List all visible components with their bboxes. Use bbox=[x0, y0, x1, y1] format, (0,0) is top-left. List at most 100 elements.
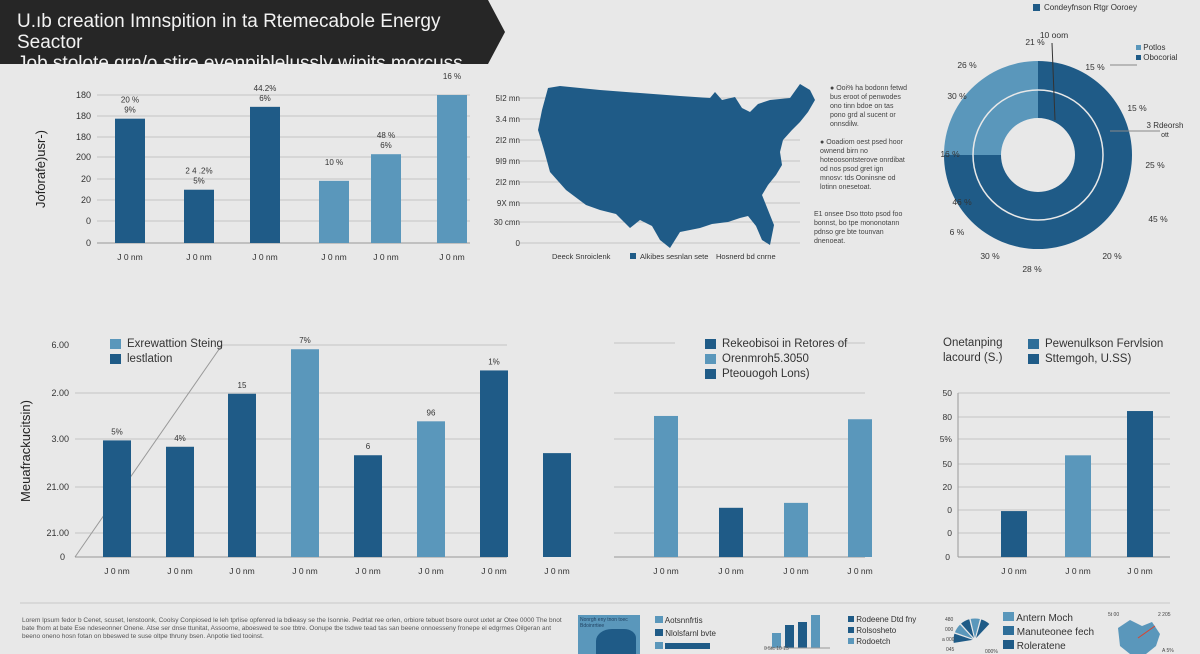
y-tick-label: 21.00 bbox=[46, 528, 69, 538]
footer-legend-c: Antern Moch Manuteonee fech Roleratene bbox=[1003, 612, 1094, 654]
mini-bar-axis: 0 5tc 10 15 bbox=[764, 646, 789, 652]
y-tick-label: 9I9 mn bbox=[496, 157, 520, 166]
y-tick-label: 180 bbox=[76, 132, 91, 142]
x-tick-label: J 0 nm bbox=[544, 566, 570, 576]
legend-swatch bbox=[848, 638, 854, 644]
title-banner: U.ıb creation Imnspition in ta Rtemecabo… bbox=[0, 0, 505, 64]
x-tick-label: J 0 nm bbox=[117, 252, 143, 262]
legend-label: lestlation bbox=[127, 352, 173, 365]
y-tick-label: 2I2 mn bbox=[496, 136, 520, 145]
y-tick-label: 20 bbox=[81, 195, 91, 205]
y-tick-label: 0 bbox=[945, 552, 950, 562]
y-tick-label: 2.00 bbox=[51, 388, 69, 398]
data-label: 4% bbox=[174, 434, 186, 443]
legend-swatch bbox=[705, 338, 716, 349]
x-tick-label: J 0 nm bbox=[653, 566, 679, 576]
donut-label: ott bbox=[1161, 132, 1169, 139]
mini-star-label: 5t 00 bbox=[1108, 612, 1119, 618]
legend-swatch bbox=[848, 627, 854, 633]
x-tick-label: J 0 nm bbox=[321, 252, 347, 262]
mini-pie-label: 000% bbox=[985, 649, 998, 654]
data-label: 9% bbox=[124, 106, 136, 115]
legend-swatch bbox=[655, 642, 663, 649]
bar bbox=[1065, 455, 1091, 557]
bar bbox=[848, 419, 872, 557]
y-tick-label: 5% bbox=[940, 434, 953, 444]
map-note-text: E1 onsee Dso ttoto psod foo bonnst, bo t… bbox=[814, 211, 903, 245]
y-tick-label: 50 bbox=[943, 459, 953, 469]
bar bbox=[228, 393, 256, 557]
page-title: U.ıb creation Imnspition in ta Rtemecabo… bbox=[17, 11, 441, 53]
legend-swatch bbox=[655, 629, 663, 636]
mini-bar bbox=[785, 625, 794, 648]
y-tick-label: 20 bbox=[81, 174, 91, 184]
bar bbox=[250, 106, 280, 243]
footer-paragraph: Lorem lpsum fedor b Cenet, scuset, Ienst… bbox=[22, 617, 562, 640]
legend-swatch bbox=[705, 353, 716, 364]
bar bbox=[103, 440, 131, 557]
y-tick-label: 3.00 bbox=[51, 434, 69, 444]
donut-label: 21 % bbox=[1025, 37, 1045, 47]
y-tick-label: 5I2 mn bbox=[496, 94, 520, 103]
mini-pie-label: a 000 bbox=[942, 637, 955, 643]
x-tick-label: J 0 nm bbox=[418, 566, 444, 576]
bar bbox=[784, 502, 808, 557]
data-label: 16 % bbox=[443, 72, 461, 81]
y-tick-label: 180 bbox=[76, 111, 91, 121]
x-tick-label: J 0 nm bbox=[1001, 566, 1027, 576]
data-label: 20 % bbox=[121, 96, 139, 105]
donut-label: 45 % bbox=[1148, 214, 1168, 224]
y-tick-label: 21.00 bbox=[46, 482, 69, 492]
x-tick-label: J 0 nm bbox=[355, 566, 381, 576]
x-tick-label: J 0 nm bbox=[104, 566, 130, 576]
x-tick-label: J 0 nm bbox=[167, 566, 193, 576]
mini-bar bbox=[798, 622, 807, 648]
legend-label: Sttemgoh, U.SS) bbox=[1045, 352, 1132, 365]
y-axis-label: Meuafrackucitsin) bbox=[18, 400, 33, 502]
data-label: 7% bbox=[299, 336, 311, 345]
legend-swatch bbox=[848, 616, 854, 622]
legend-label: Roleratene bbox=[1016, 641, 1066, 652]
leader-line bbox=[1051, 42, 1056, 121]
legend-swatch bbox=[110, 338, 121, 349]
data-label: 6 bbox=[366, 442, 371, 451]
y-tick-label: 2I2 mn bbox=[496, 178, 520, 187]
legend-label: Pewenulkson Fervlsion bbox=[1045, 337, 1164, 350]
data-label: 5% bbox=[111, 427, 123, 436]
data-label: 44.2% bbox=[254, 84, 277, 93]
legend-swatch bbox=[110, 353, 121, 364]
legend-label: Manuteonee fech bbox=[1016, 627, 1095, 638]
data-label: 15 bbox=[238, 381, 247, 390]
donut-label: 6 % bbox=[950, 227, 965, 237]
donut-slice bbox=[944, 61, 1132, 249]
donut-label: 3 Rdeorsh bbox=[1147, 121, 1184, 130]
donut-slice bbox=[944, 61, 1038, 155]
legend-chart5: Rekeobisoi in Retores of Orenmroh5.3050 … bbox=[705, 336, 847, 381]
y-tick-label: 30 cmn bbox=[494, 218, 520, 227]
x-tick-label: J 0 nm bbox=[252, 252, 278, 262]
y-axis-label: Joforafe)usr-) bbox=[33, 130, 48, 208]
bar bbox=[371, 154, 401, 243]
legend-chart4: Exrewattion Steing lestlation bbox=[110, 336, 223, 366]
legend-label: Condeyfnson Rtgr Ooroey bbox=[1044, 3, 1137, 12]
donut-label: 15 % bbox=[1085, 62, 1105, 72]
bar bbox=[654, 415, 678, 557]
legend-caption: Onetanping bbox=[943, 337, 1003, 349]
legend-swatch bbox=[1028, 353, 1039, 364]
donut-label: 30 % bbox=[947, 91, 967, 101]
x-tick-label: J 0 nm bbox=[718, 566, 744, 576]
x-tick-label: J 0 nm bbox=[373, 252, 399, 262]
bar bbox=[354, 455, 382, 557]
data-label: 6% bbox=[380, 141, 392, 150]
map-note-1: ● Ooi% ha bodonn fetwd bus eroot of penw… bbox=[830, 85, 908, 128]
mini-pie-slice bbox=[974, 618, 991, 641]
mini-bar bbox=[772, 633, 781, 648]
x-tick-label: J 0 nm bbox=[186, 252, 212, 262]
donut-label: 25 % bbox=[1145, 160, 1165, 170]
x-tick-label: J 0 nm bbox=[1065, 566, 1091, 576]
footer-legend-b: Rodeene Dtd fny Rolsosheto Rodoetch bbox=[848, 614, 916, 647]
legend-swatch bbox=[1136, 45, 1141, 50]
mini-pie-label: 045 bbox=[946, 647, 955, 653]
mini-pie-label: 480 bbox=[945, 617, 954, 623]
y-tick-label: 0 bbox=[86, 238, 91, 248]
